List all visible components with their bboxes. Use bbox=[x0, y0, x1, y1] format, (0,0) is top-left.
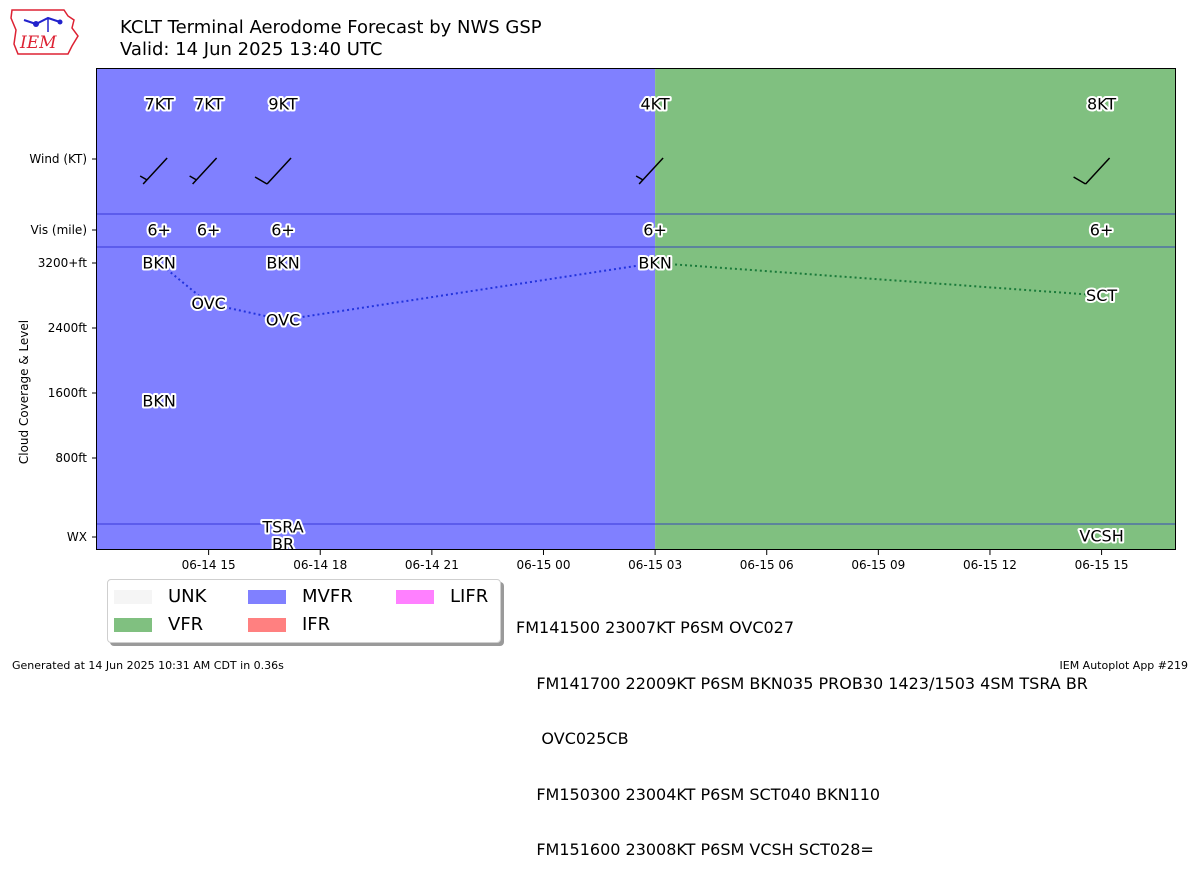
visibility-label: 6+ bbox=[643, 221, 667, 240]
taf-line: FM150300 23004KT P6SM SCT040 BKN110 bbox=[516, 784, 881, 804]
barb-staff bbox=[266, 157, 292, 185]
y-cloud-tick-label: 1600ft bbox=[48, 386, 88, 400]
title-line-1: KCLT Terminal Aerodome Forecast by NWS G… bbox=[120, 17, 542, 38]
taf-line: FM151600 23008KT P6SM VCSH SCT028= bbox=[516, 840, 874, 859]
weather-label: VCSH bbox=[1079, 527, 1123, 546]
wind-barb bbox=[635, 157, 664, 185]
wind-barb bbox=[1073, 157, 1111, 185]
wind-barb bbox=[254, 157, 292, 185]
taf-line: OVC025CB bbox=[516, 729, 629, 748]
wind-barb bbox=[189, 157, 218, 185]
cloud-label: BKN bbox=[142, 392, 175, 411]
visibility-label: 6+ bbox=[147, 221, 171, 240]
wind-barb bbox=[139, 157, 168, 185]
taf-timeline-chart: BKN BKN OVC OVC BKN BKN SCT 7KT 7KT 9KT 4KT 8KT 6+ 6+… bbox=[17, 68, 1176, 572]
cloud-label: OVC bbox=[266, 310, 300, 329]
flight-category-bands bbox=[97, 69, 1176, 550]
y-row-label: WX bbox=[67, 530, 87, 544]
barb-half-flag bbox=[189, 175, 197, 181]
weather-label: TSRA bbox=[261, 518, 303, 537]
legend-label: LIFR bbox=[450, 586, 489, 607]
axes: 06-14 15 06-14 18 06-14 21 06-15 00 06-15 03… bbox=[17, 152, 1129, 572]
generated-timestamp: Generated at 14 Jun 2025 10:31 AM CDT in… bbox=[12, 659, 284, 672]
legend-item-mvfr: MVFR bbox=[248, 586, 353, 607]
x-tick-label: 06-14 15 bbox=[182, 558, 236, 572]
y-cloud-tick-label: 800ft bbox=[55, 451, 87, 465]
band-vfr bbox=[655, 69, 1176, 550]
visibility-label: 6+ bbox=[197, 221, 221, 240]
legend-item-vfr: VFR bbox=[114, 614, 203, 635]
taf-raw-text: FM141500 23007KT P6SM OVC027 FM141700 22… bbox=[516, 582, 1088, 878]
legend-item-ifr: IFR bbox=[248, 614, 330, 635]
chart-title: KCLT Terminal Aerodome Forecast by NWS G… bbox=[120, 17, 542, 61]
legend-item-unk: UNK bbox=[114, 586, 206, 607]
legend-swatch bbox=[114, 589, 152, 604]
visibility-label: 6+ bbox=[271, 221, 295, 240]
y-row-label: Wind (KT) bbox=[29, 152, 87, 166]
cloud-label: BKN bbox=[638, 254, 671, 273]
legend: UNK VFR MVFR IFR LIFR bbox=[107, 579, 501, 643]
x-tick-label: 06-15 09 bbox=[851, 558, 905, 572]
y-cloud-tick-label: 2400ft bbox=[48, 321, 88, 335]
legend-label: VFR bbox=[168, 614, 204, 635]
legend-label: UNK bbox=[168, 586, 207, 607]
x-tick-label: 06-15 00 bbox=[517, 558, 571, 572]
band-mvfr bbox=[97, 69, 656, 550]
chart-marks: BKN BKN OVC OVC BKN BKN SCT 7KT 7KT 9KT 4KT 8KT 6+ 6+… bbox=[139, 93, 1126, 556]
x-tick-label: 06-15 15 bbox=[1075, 558, 1129, 572]
x-tick-label: 06-14 21 bbox=[405, 558, 459, 572]
row-separators bbox=[97, 213, 1176, 525]
wind-speed-label: 9KT bbox=[268, 95, 297, 114]
legend-label: MVFR bbox=[302, 586, 353, 607]
cloud-label: BKN bbox=[142, 254, 175, 273]
legend-label: IFR bbox=[302, 614, 331, 635]
barb-half-flag bbox=[635, 175, 644, 181]
legend-swatch bbox=[248, 589, 286, 604]
visibility-label: 6+ bbox=[1090, 221, 1114, 240]
title-line-2: Valid: 14 Jun 2025 13:40 UTC bbox=[120, 39, 383, 60]
y-axis-title: Cloud Coverage & Level bbox=[17, 320, 31, 464]
barb-flag bbox=[1073, 176, 1086, 185]
barb-staff bbox=[1085, 157, 1111, 185]
taf-line: FM141700 22009KT P6SM BKN035 PROB30 1423… bbox=[516, 673, 1088, 693]
barb-flag bbox=[254, 176, 268, 185]
x-tick-label: 06-15 12 bbox=[963, 558, 1017, 572]
cloud-label: SCT bbox=[1086, 286, 1117, 305]
cloud-label: BKN bbox=[266, 254, 299, 273]
wind-speed-label: 7KT bbox=[194, 95, 223, 114]
legend-item-lifr: LIFR bbox=[396, 586, 488, 607]
x-tick-label: 06-15 06 bbox=[740, 558, 794, 572]
x-tick-label: 06-15 03 bbox=[628, 558, 682, 572]
barb-half-flag bbox=[139, 175, 148, 181]
taf-line: FM141500 23007KT P6SM OVC027 bbox=[516, 618, 795, 637]
weather-label: BR bbox=[272, 535, 294, 554]
plot-frame bbox=[96, 68, 1176, 550]
legend-swatch bbox=[114, 617, 152, 632]
wind-speed-label: 8KT bbox=[1087, 95, 1116, 114]
cloud-label: OVC bbox=[191, 294, 225, 313]
wind-speed-label: 7KT bbox=[145, 95, 174, 114]
wind-speed-label: 4KT bbox=[641, 95, 670, 114]
y-cloud-tick-label: 3200+ft bbox=[38, 256, 88, 270]
logo-text: IEM bbox=[19, 33, 57, 53]
y-row-label: Vis (mile) bbox=[31, 223, 87, 237]
x-tick-label: 06-14 18 bbox=[293, 558, 347, 572]
app-credit: IEM Autoplot App #219 bbox=[1059, 659, 1189, 672]
legend-swatch bbox=[396, 589, 434, 604]
legend-swatch bbox=[248, 617, 286, 632]
iem-logo: IEM bbox=[8, 6, 80, 58]
